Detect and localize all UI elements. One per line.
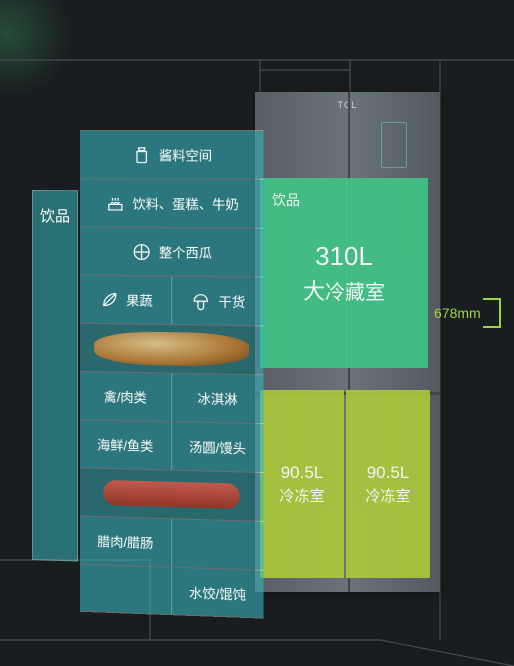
shelf-cell-饮料、蛋糕、牛奶: 饮料、蛋糕、牛奶	[80, 179, 263, 228]
cell-label: 禽/肉类	[104, 386, 147, 406]
shelf-cell-冰淇淋: 冰淇淋	[172, 374, 264, 424]
depth-dimension: 678mm	[434, 298, 501, 328]
storage-rows: 酱料空间饮料、蛋糕、牛奶整个西瓜果蔬 干货禽/肉类 冰淇淋海鲜/鱼类 汤圆/馒头腊肉/…	[80, 130, 263, 619]
jar-icon	[130, 144, 152, 166]
shelf-row: 饮料、蛋糕、牛奶	[80, 178, 263, 228]
freeze-right-capacity: 90.5L	[367, 463, 410, 483]
shelf-cell-禽/肉类: 禽/肉类	[80, 372, 172, 421]
cell-label: 酱料空间	[159, 145, 212, 164]
shelf-row: 整个西瓜	[80, 226, 263, 276]
shelf-row	[80, 323, 263, 375]
display-panel	[381, 122, 407, 168]
shelf-row: 海鲜/鱼类 汤圆/馒头	[80, 419, 263, 472]
depth-value: 678mm	[434, 305, 481, 321]
cell-label: 冰淇淋	[197, 388, 237, 408]
scene: TCL 饮品 310L 大冷藏室 90.5L 冷冻室 90.5L 冷冻室 678…	[0, 0, 514, 666]
cold-compartment: 饮品 310L 大冷藏室	[260, 178, 428, 368]
freeze-compartment-left: 90.5L 冷冻室	[260, 390, 344, 578]
cell-label: 饮料、蛋糕、牛奶	[133, 193, 239, 213]
side-drink-column: 饮品	[32, 190, 78, 562]
shelf-row: 水饺/馄饨	[80, 564, 263, 619]
cell-label: 汤圆/馒头	[189, 437, 246, 458]
cell-label: 干货	[218, 291, 245, 311]
freeze-right-name: 冷冻室	[365, 485, 410, 506]
shelf-cell-empty	[172, 519, 264, 570]
sausage-graphic	[103, 479, 240, 509]
side-drink-label: 饮品	[40, 205, 70, 226]
food-image-chicken	[80, 324, 263, 375]
mushroom-icon	[190, 289, 213, 312]
shelf-cell-酱料空间: 酱料空间	[80, 131, 263, 179]
freeze-compartment-right: 90.5L 冷冻室	[346, 390, 430, 578]
cell-label: 腊肉/腊肠	[97, 531, 153, 552]
shelf-cell-腊肉/腊肠: 腊肉/腊肠	[80, 516, 172, 566]
cell-label: 水饺/馄饨	[189, 582, 246, 603]
cell-label: 海鲜/鱼类	[97, 435, 153, 456]
melon-icon	[130, 240, 152, 262]
shelf-cell-empty	[80, 565, 172, 615]
cold-name: 大冷藏室	[303, 274, 385, 306]
chicken-graphic	[95, 331, 249, 367]
cold-drink-label: 饮品	[272, 190, 300, 210]
shelf-cell-果蔬: 果蔬	[80, 276, 172, 325]
shelf-cell-海鲜/鱼类: 海鲜/鱼类	[80, 420, 172, 470]
shelf-row: 酱料空间	[80, 130, 263, 179]
food-image-sausage	[80, 468, 263, 521]
cell-label: 果蔬	[126, 290, 152, 310]
shelf-cell-汤圆/馒头: 汤圆/馒头	[172, 422, 264, 472]
shelf-row: 腊肉/腊肠	[80, 515, 263, 569]
depth-bracket-icon	[483, 298, 501, 328]
cold-capacity: 310L	[315, 241, 373, 272]
cell-label: 整个西瓜	[159, 242, 212, 262]
cake-icon	[104, 192, 126, 214]
freeze-left-name: 冷冻室	[279, 485, 324, 506]
freeze-left-capacity: 90.5L	[281, 463, 324, 483]
shelf-cell-水饺/馄饨: 水饺/馄饨	[172, 568, 264, 618]
shelf-cell-干货: 干货	[172, 277, 264, 326]
shelf-row: 禽/肉类 冰淇淋	[80, 371, 263, 423]
shelf-row	[80, 467, 263, 521]
shelf-cell-整个西瓜: 整个西瓜	[80, 227, 263, 276]
leaf-icon	[98, 288, 120, 310]
shelf-row: 果蔬 干货	[80, 275, 263, 326]
